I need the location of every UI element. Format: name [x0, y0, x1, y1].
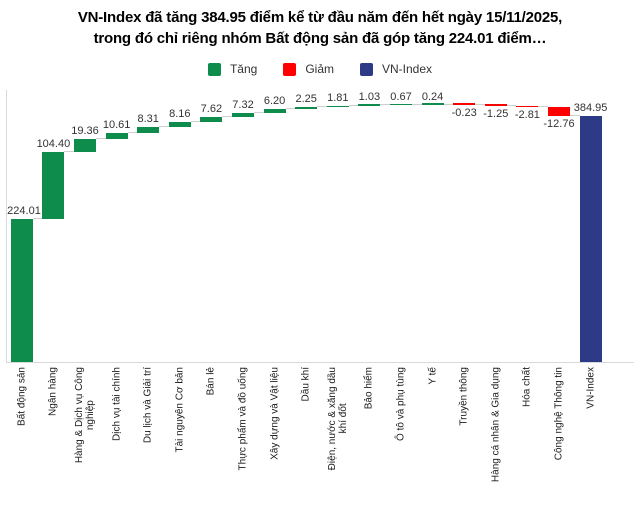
bar-value-label: -0.23	[451, 106, 477, 119]
bar-value-label: 104.40	[36, 137, 71, 150]
connector-line	[285, 107, 296, 109]
bar-value-label: 19.36	[71, 125, 99, 138]
x-axis-label: VN-Index	[585, 367, 597, 409]
x-axis-label: Dầu khí	[300, 367, 312, 402]
waterfall-bar[interactable]	[168, 122, 191, 128]
increase-swatch-icon	[207, 62, 221, 76]
x-axis-label: Điện, nước & xăng dầu khí đốt	[326, 367, 349, 471]
x-axis-label: Tài nguyên Cơ bản	[174, 367, 186, 453]
bar-value-label: 7.32	[232, 98, 254, 111]
bar-value-label: 8.16	[169, 108, 191, 121]
chart-title: VN-Index đã tăng 384.95 điểm kể từ đầu n…	[0, 0, 640, 49]
connector-line	[538, 106, 548, 108]
x-axis-labels: Bất động sản Ngân hàng Hàng & Dịch vụ Công…	[6, 367, 634, 513]
connector-line	[475, 103, 485, 105]
legend-label-tang: Tăng	[229, 62, 258, 76]
x-axis-label: Y tế	[427, 367, 439, 385]
connector-line	[380, 104, 390, 106]
waterfall-bar[interactable]	[516, 105, 539, 108]
x-axis-label: Công nghệ Thông tin	[553, 367, 565, 461]
x-axis-label: Thực phẩm và đồ uống	[237, 367, 249, 471]
waterfall-bar[interactable]	[42, 151, 65, 219]
legend-item-vnindex[interactable]: VN-Index	[360, 62, 432, 76]
connector-line	[64, 150, 74, 152]
x-axis-label: Hàng cá nhân & Gia dụng	[490, 367, 502, 483]
x-axis-label: Bảo hiểm	[363, 367, 375, 410]
legend: Tăng Giảm VN-Index	[0, 62, 640, 76]
waterfall-bar[interactable]	[390, 103, 412, 106]
legend-label-giam: Giảm	[305, 62, 334, 76]
connector-line	[348, 104, 359, 106]
connector-line	[254, 111, 264, 113]
waterfall-bar[interactable]	[548, 107, 570, 116]
connector-line	[412, 103, 422, 105]
bar-value-label: 0.67	[390, 90, 412, 103]
x-axis-label: Xây dựng và Vật liệu	[269, 367, 281, 460]
bar-value-label: 384.95	[573, 101, 608, 114]
waterfall-bar[interactable]	[484, 104, 507, 106]
x-axis-label: Dịch vụ tài chính	[111, 367, 123, 441]
decrease-swatch-icon	[283, 62, 297, 76]
connector-line	[317, 106, 327, 108]
connector-line	[443, 103, 454, 105]
legend-label-vnindex: VN-Index	[382, 62, 433, 76]
connector-line	[96, 138, 106, 140]
x-axis-line	[6, 362, 634, 363]
plot-area: 224.01 104.40 19.36 10.61 8.31 8.16 7.62 7.32 6.…	[6, 88, 634, 363]
connector-line	[32, 217, 43, 219]
waterfall-bar[interactable]	[421, 103, 444, 105]
connector-line	[127, 131, 138, 133]
x-axis-label: Hóa chất	[521, 367, 533, 408]
chart-title-line1: VN-Index đã tăng 384.95 điểm kể từ đầu n…	[77, 9, 563, 26]
connector-line	[159, 126, 169, 128]
waterfall-bar[interactable]	[105, 132, 128, 140]
bar-value-label: -1.25	[483, 107, 509, 120]
bar-value-label: -12.76	[543, 117, 575, 130]
connector-line	[506, 104, 517, 106]
waterfall-bar[interactable]	[453, 103, 476, 105]
x-axis-label: Bất động sản	[16, 367, 28, 426]
waterfall-bar[interactable]	[232, 112, 254, 118]
waterfall-bar[interactable]	[137, 127, 160, 133]
legend-item-tang[interactable]: Tăng	[207, 62, 258, 76]
bar-value-label: 0.24	[421, 90, 444, 103]
waterfall-bar[interactable]	[579, 115, 602, 362]
connector-line	[222, 116, 232, 118]
bar-value-label: 7.62	[200, 103, 223, 116]
bar-value-label: 2.25	[295, 93, 317, 106]
x-axis-label: Ngân hàng	[47, 367, 59, 416]
connector-line	[190, 121, 201, 123]
bar-value-label: -2.81	[514, 109, 540, 122]
x-axis-label: Truyền thông	[458, 367, 470, 426]
x-axis-label: Du lịch và Giải trí	[142, 367, 154, 444]
waterfall-bar[interactable]	[200, 117, 223, 123]
bar-value-label: 8.31	[137, 113, 159, 126]
total-swatch-icon	[360, 62, 373, 76]
x-axis-label: Hàng & Dịch vụ Công nghiệp	[74, 367, 96, 464]
chart-title-line2: trong đó chỉ riêng nhóm Bất động sản đã …	[93, 30, 547, 47]
x-axis-label: Ô tô và phụ tùng	[395, 367, 407, 441]
x-axis-label: Bán lẻ	[205, 367, 217, 396]
waterfall-bar[interactable]	[326, 105, 349, 108]
connector-line	[570, 114, 580, 116]
waterfall-bar[interactable]	[74, 139, 96, 152]
waterfall-bar[interactable]	[358, 104, 381, 106]
waterfall-bar[interactable]	[263, 108, 286, 113]
waterfall-bar[interactable]	[295, 107, 318, 109]
bar-value-label: 10.61	[102, 118, 131, 131]
waterfall-bar[interactable]	[10, 218, 33, 362]
bar-value-label: 224.01	[7, 204, 41, 217]
bar-value-label: 1.03	[358, 91, 381, 104]
bar-value-label: 1.81	[327, 91, 349, 104]
legend-item-giam[interactable]: Giảm	[283, 62, 334, 76]
y-axis-line	[6, 90, 7, 362]
bar-value-label: 6.20	[263, 94, 286, 107]
